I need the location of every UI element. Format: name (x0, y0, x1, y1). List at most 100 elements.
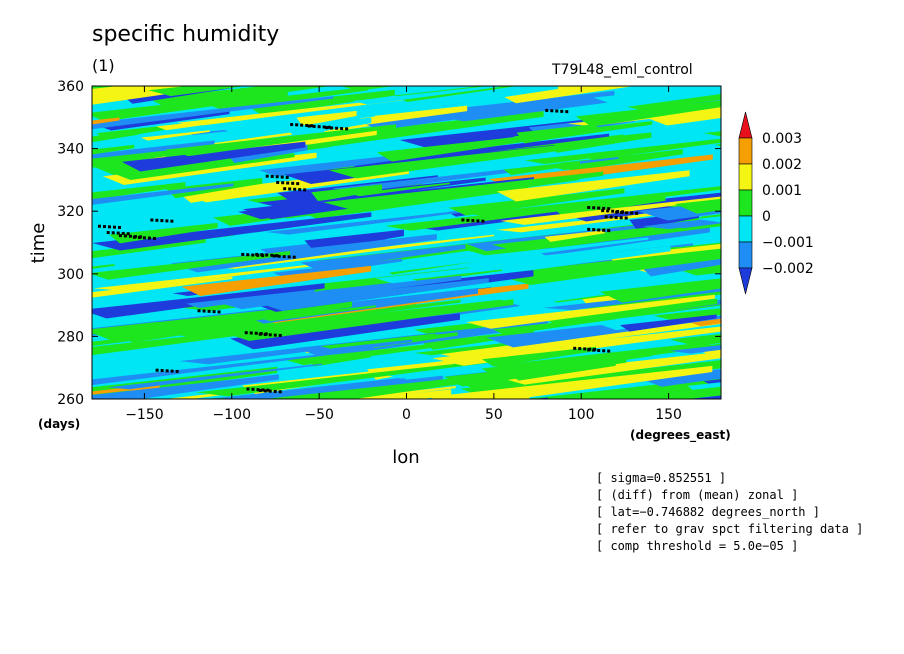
field-band (496, 170, 690, 202)
field-band (126, 27, 398, 63)
field-band (207, 86, 368, 111)
y-tick-label: 360 (57, 79, 84, 95)
humidity-field (59, 27, 721, 441)
significance-mark (597, 228, 601, 232)
significance-mark (291, 181, 295, 185)
field-band (141, 130, 210, 141)
field-band (178, 179, 301, 203)
significance-mark (112, 225, 116, 229)
field-band (121, 141, 306, 172)
field-band (59, 56, 248, 80)
field-band (495, 351, 721, 385)
significance-mark (117, 225, 121, 229)
field-band (221, 86, 232, 87)
x-tick-label: 0 (402, 407, 411, 423)
significance-mark (555, 109, 559, 113)
annotation-notes: [ sigma=0.852551 ] [ (diff) from (mean) … (596, 470, 863, 555)
field-band (285, 339, 474, 366)
colorbar-segment (738, 189, 753, 217)
field-band (365, 408, 568, 440)
note-line: [ comp threshold = 5.0e−05 ] (596, 539, 799, 553)
field-band (448, 188, 625, 216)
field-band (92, 212, 372, 251)
significance-mark (155, 368, 159, 372)
significance-mark (587, 348, 591, 352)
colorbar-label: −0.002 (762, 261, 814, 277)
field-band (331, 41, 640, 79)
significance-mark (273, 389, 277, 393)
y-tick-label: 320 (57, 204, 84, 220)
y-axis-title: time (28, 223, 49, 264)
field-band (120, 320, 245, 343)
significance-mark (246, 253, 250, 257)
significance-mark (175, 369, 179, 373)
significance-mark (602, 228, 606, 232)
note-line: [ sigma=0.852551 ] (596, 471, 727, 485)
significance-mark (270, 253, 274, 257)
significance-mark (310, 124, 314, 128)
field-band (92, 183, 234, 205)
significance-mark (241, 252, 245, 256)
significance-mark (170, 219, 174, 223)
significance-mark (152, 236, 156, 240)
run-label: T79L48_eml_control (552, 62, 693, 78)
significance-mark (260, 253, 264, 257)
field-band (376, 135, 530, 162)
field-band (552, 195, 666, 217)
significance-mark (254, 331, 258, 335)
significance-mark (258, 332, 262, 336)
note-line: [ (diff) from (mean) zonal ] (596, 488, 799, 502)
significance-mark (137, 236, 141, 240)
x-unit-label: (degrees_east) (630, 428, 731, 443)
significance-mark (256, 388, 260, 392)
y-tick-label: 300 (57, 267, 84, 283)
colorbar-segment (738, 241, 753, 269)
significance-mark (614, 215, 618, 219)
colorbar-bottom-arrow (738, 267, 753, 295)
significance-mark (287, 255, 291, 259)
significance-mark (128, 234, 132, 238)
field-band (504, 396, 530, 399)
field-band (92, 117, 120, 125)
significance-mark (266, 388, 270, 392)
significance-mark (160, 369, 164, 373)
significance-mark (270, 174, 274, 178)
field-band (107, 363, 323, 390)
field-band (320, 333, 436, 350)
field-band (92, 182, 186, 200)
significance-mark (255, 252, 259, 256)
significance-mark (481, 219, 485, 223)
significance-mark (597, 348, 601, 352)
field-band (503, 252, 721, 286)
significance-mark (150, 218, 154, 222)
field-band (331, 339, 413, 353)
field-band (628, 57, 688, 73)
significance-mark (165, 369, 169, 373)
field-band (272, 258, 403, 278)
significance-mark (296, 182, 300, 186)
x-axis-title: lon (392, 447, 419, 468)
field-band (700, 214, 721, 223)
significance-mark (160, 219, 164, 223)
field-band (165, 124, 397, 157)
field-band (336, 411, 571, 441)
x-tick-label: −50 (304, 407, 334, 423)
colorbar-segment (738, 137, 753, 165)
colorbar-top-arrow (738, 111, 753, 139)
field-band (323, 171, 604, 210)
field-band (329, 140, 603, 179)
field-band (432, 326, 721, 366)
field-band (677, 264, 721, 277)
field-band (532, 86, 535, 87)
significance-mark (126, 232, 130, 236)
significance-mark (327, 125, 331, 129)
significance-mark (578, 347, 582, 351)
field-band (500, 196, 721, 225)
field-band (649, 361, 721, 374)
field-band (304, 229, 404, 252)
field-band (495, 40, 715, 72)
field-band (593, 86, 721, 108)
significance-mark (251, 387, 255, 391)
significance-mark (602, 349, 606, 353)
significance-mark (565, 110, 569, 114)
